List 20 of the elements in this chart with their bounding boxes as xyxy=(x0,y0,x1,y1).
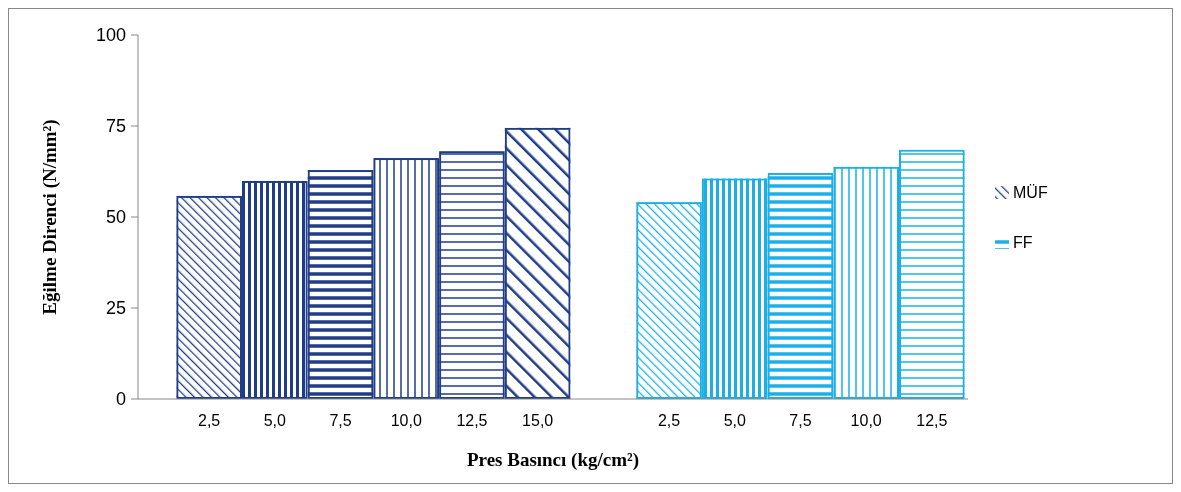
y-tick-label: 25 xyxy=(105,298,126,319)
y-tick-label: 0 xyxy=(115,389,126,410)
x-tick-label: 7,5 xyxy=(789,412,812,429)
y-tick-label: 75 xyxy=(105,116,126,137)
x-tick-label: 5,0 xyxy=(723,412,746,429)
x-tick-label: 12,5 xyxy=(916,412,948,429)
legend-label: FF xyxy=(1013,234,1033,251)
x-tick-label: 12,5 xyxy=(456,412,488,429)
y-axis-title: Eğilme Direnci (N/mm²) xyxy=(39,119,61,315)
x-tick-label: 2,5 xyxy=(657,412,681,429)
legend-label: MÜF xyxy=(1013,184,1048,201)
x-tick-label: 2,5 xyxy=(198,412,221,429)
x-tick-label: 15,0 xyxy=(522,412,554,429)
x-tick-label: 10,0 xyxy=(390,412,422,429)
x-tick-label: 7,5 xyxy=(329,412,352,429)
y-tick-label: 100 xyxy=(95,25,126,46)
x-axis-title: Pres Basıncı (kg/cm²) xyxy=(466,449,640,471)
y-tick-label: 50 xyxy=(105,207,126,228)
x-tick-label: 5,0 xyxy=(263,412,287,429)
x-tick-label: 10,0 xyxy=(850,412,882,429)
